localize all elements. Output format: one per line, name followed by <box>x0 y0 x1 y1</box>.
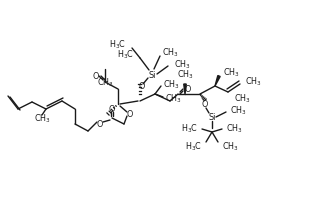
Text: H$_3$C: H$_3$C <box>117 49 134 61</box>
Text: O: O <box>127 110 133 119</box>
Text: CH$_3$: CH$_3$ <box>223 67 240 79</box>
Text: Si: Si <box>148 70 156 79</box>
Polygon shape <box>215 76 220 86</box>
Text: CH$_3$: CH$_3$ <box>33 112 51 125</box>
Text: CH$_3$: CH$_3$ <box>245 75 262 88</box>
Text: O: O <box>139 82 145 91</box>
Text: CH$_3$: CH$_3$ <box>174 59 191 71</box>
Text: CH$_3$: CH$_3$ <box>165 92 182 105</box>
Text: O: O <box>109 105 115 114</box>
Text: CH$_3$: CH$_3$ <box>97 77 113 89</box>
Text: H$_3$C: H$_3$C <box>181 122 198 135</box>
Text: CH$_3$: CH$_3$ <box>162 47 179 59</box>
Text: CH$_3$: CH$_3$ <box>222 140 239 153</box>
Text: H$_3$C: H$_3$C <box>185 140 202 153</box>
Text: Si: Si <box>208 113 216 122</box>
Text: CH$_3$: CH$_3$ <box>226 122 243 135</box>
Text: CH$_3$: CH$_3$ <box>176 68 194 81</box>
Text: O: O <box>202 100 208 109</box>
Text: O: O <box>97 120 103 129</box>
Text: CH$_3$: CH$_3$ <box>163 78 180 91</box>
Text: O: O <box>93 72 99 81</box>
Text: CH$_3$: CH$_3$ <box>234 92 251 105</box>
Text: H$_3$C: H$_3$C <box>109 39 126 51</box>
Text: O: O <box>185 85 191 94</box>
Polygon shape <box>184 85 186 94</box>
Text: CH$_3$: CH$_3$ <box>230 104 247 117</box>
